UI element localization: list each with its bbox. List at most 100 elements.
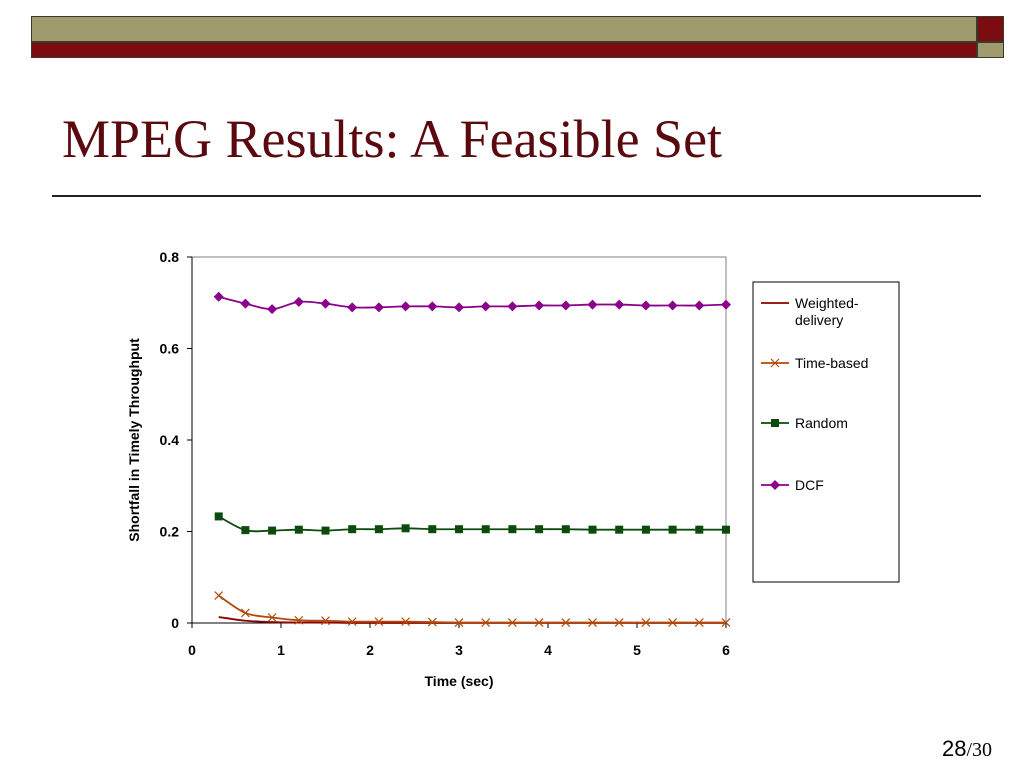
x-tick-label: 5 <box>633 642 641 658</box>
data-point-random <box>561 525 570 534</box>
data-point-random <box>455 525 463 534</box>
header-square-maroon <box>977 16 1004 42</box>
x-axis-label: Time (sec) <box>425 673 494 689</box>
data-point-random <box>348 525 357 534</box>
data-point-random <box>695 525 704 534</box>
data-point-time-based <box>588 618 597 627</box>
series-line-time-based <box>218 594 726 624</box>
data-point-dcf <box>721 299 731 310</box>
data-point-dcf <box>373 302 384 313</box>
data-point-random <box>722 525 730 534</box>
data-point-random <box>615 525 624 534</box>
series-random <box>214 512 730 535</box>
data-point-time-based <box>561 618 571 627</box>
data-point-random <box>321 526 330 535</box>
header-band-olive <box>31 16 977 42</box>
data-point-random <box>241 526 250 535</box>
data-point-time-based <box>454 618 464 627</box>
data-point-time-based <box>694 618 704 627</box>
data-point-dcf <box>454 302 464 313</box>
legend-item-time-based: Time-based <box>761 355 868 371</box>
legend-item-dcf: DCF <box>761 477 824 493</box>
legend-label: Time-based <box>795 355 868 371</box>
legend-label: Random <box>795 415 848 431</box>
header-square-olive <box>977 42 1004 58</box>
data-point-dcf <box>614 299 625 310</box>
plot-area <box>191 256 727 624</box>
series-layer <box>213 291 731 627</box>
data-point-random <box>668 525 677 534</box>
data-point-time-based <box>401 617 411 627</box>
series-dcf <box>213 291 731 315</box>
legend-item-random: Random <box>761 415 848 431</box>
x-tick-label: 4 <box>544 642 552 658</box>
data-point-time-based <box>427 617 437 627</box>
data-point-dcf <box>560 300 571 311</box>
y-tick-label: 0 <box>171 615 179 631</box>
y-tick-label: 0.2 <box>160 524 180 540</box>
data-point-time-based <box>321 616 330 626</box>
data-point-random <box>374 525 383 534</box>
y-tick-label: 0.6 <box>160 341 180 357</box>
data-point-random <box>641 525 650 534</box>
data-point-time-based <box>721 618 731 627</box>
data-point-dcf <box>507 301 518 312</box>
x-tick-label: 2 <box>366 642 374 658</box>
data-point-dcf <box>694 300 705 311</box>
data-point-random <box>401 524 410 533</box>
legend-label: DCF <box>795 477 824 493</box>
data-point-time-based <box>214 591 224 600</box>
data-point-random <box>535 525 544 534</box>
data-point-random <box>588 525 597 534</box>
data-point-dcf <box>400 301 411 312</box>
data-point-random <box>481 525 490 534</box>
data-point-time-based <box>347 617 357 627</box>
data-point-time-based <box>294 615 304 625</box>
data-point-dcf <box>587 299 598 310</box>
data-point-time-based <box>267 613 277 622</box>
x-tick-label: 3 <box>455 642 463 658</box>
data-point-dcf <box>640 300 651 311</box>
x-tick-label: 6 <box>722 642 730 658</box>
legend-item-weighted-delivery: Weighted-delivery <box>761 295 859 328</box>
data-point-time-based <box>641 618 651 627</box>
data-point-time-based <box>668 618 678 627</box>
data-point-dcf <box>347 302 358 313</box>
data-point-dcf <box>534 300 545 311</box>
y-axis-label: Shortfall in Timely Throughput <box>126 338 142 542</box>
data-point-random <box>294 525 303 534</box>
slide-title: MPEG Results: A Feasible Set <box>62 109 723 169</box>
legend: Weighted-delivery Time-based Random DCF <box>761 295 868 493</box>
data-point-time-based <box>481 618 491 627</box>
data-point-dcf <box>320 298 331 309</box>
data-point-dcf <box>293 296 304 307</box>
legend-label: Weighted-delivery <box>795 295 859 328</box>
data-point-random <box>268 526 277 535</box>
data-point-time-based <box>374 617 384 627</box>
y-tick-label: 0.8 <box>160 249 180 265</box>
series-time-based <box>214 591 731 627</box>
y-tick-label: 0.4 <box>160 432 180 448</box>
page-current: 28 <box>941 736 967 761</box>
header-band-maroon <box>31 42 977 58</box>
data-point-random <box>508 525 517 534</box>
title-divider <box>52 195 981 197</box>
data-point-dcf <box>480 301 491 312</box>
x-tick-label: 0 <box>188 642 196 658</box>
data-point-random <box>428 525 437 534</box>
data-point-time-based <box>534 618 544 627</box>
data-point-random <box>214 512 223 521</box>
legend-marker <box>771 419 779 427</box>
data-point-time-based <box>240 608 250 618</box>
data-point-time-based <box>614 618 624 627</box>
data-point-time-based <box>507 618 517 627</box>
page-number: 28/30 <box>942 736 992 762</box>
legend-box <box>752 281 900 583</box>
page-total: /30 <box>966 739 992 761</box>
data-point-dcf <box>213 291 224 302</box>
data-point-dcf <box>667 300 678 311</box>
data-point-dcf <box>267 304 278 315</box>
data-point-dcf <box>240 298 251 309</box>
legend-marker <box>770 480 780 490</box>
